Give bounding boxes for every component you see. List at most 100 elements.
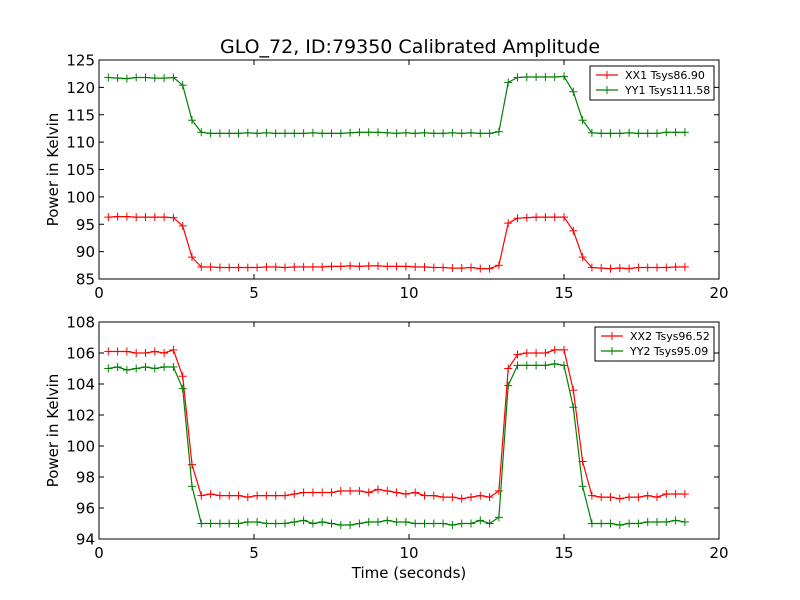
x-tick-label: 5 [249,544,259,562]
data-point [327,262,336,271]
top-panel: 0 5 10 15 20 85 90 95 100 105 110 115 120 125 Power in… [44,52,729,303]
data-point [392,488,401,497]
y-tick-label: 94 [76,531,95,549]
data-point [485,264,494,273]
y-tick-label: 120 [66,79,95,97]
data-point [587,128,596,137]
data-point [625,128,634,137]
data-point [392,517,401,526]
data-point [606,519,615,528]
data-point [197,262,206,271]
legend-box [589,65,715,101]
data-point [569,226,578,235]
data-point [374,128,382,137]
data-point [113,362,122,371]
data-point [662,263,671,272]
data-point [132,349,141,357]
y-tick-label: 106 [66,345,95,363]
chart-title: GLO_72, ID:79350 Calibrated Amplitude [220,36,600,58]
y-tick-label: 104 [66,376,95,394]
data-point [299,129,308,138]
bottom-panel: 0 5 10 15 20 94 96 98 100 102 104 106 108 Power in Ke… [44,314,729,583]
data-point [141,362,150,371]
data-point [597,129,606,138]
data-point [327,488,336,497]
y-tick-label: 100 [66,188,95,206]
data-point [587,519,596,528]
data-point [225,491,234,500]
data-point [132,73,141,82]
series-line-3 [108,349,685,500]
data-point [550,213,559,222]
data-point [532,361,541,370]
data-point [615,129,624,138]
data-point [150,347,159,356]
data-point [541,349,550,357]
data-point [532,72,541,81]
data-point [234,129,243,138]
data-point [308,519,317,528]
data-point [271,129,280,138]
data-point [429,491,438,500]
data-point [550,72,559,81]
data-point [104,364,113,373]
data-point [504,381,513,390]
data-point [215,491,224,500]
data-point [308,488,317,497]
data-point [132,213,141,222]
data-point [504,364,513,373]
legend: XX2 Tsys96.52 YY2 Tsys95.09 [594,326,715,362]
data-point [160,349,169,357]
data-point [290,490,299,499]
data-point [606,129,615,138]
data-point [188,116,196,125]
data-point [569,87,578,96]
data-point [318,488,327,497]
data-point [346,486,355,495]
data-point [299,488,308,497]
data-point [606,264,615,273]
data-point [206,129,215,138]
data-point [392,262,401,271]
legend: XX1 Tsys86.90 YY1 Tsys111.58 [589,65,715,101]
data-point [653,129,661,138]
data-point [318,262,327,271]
data-point [346,261,355,270]
data-point [634,519,643,528]
data-point [429,129,438,138]
data-point [457,129,466,138]
data-point [225,263,234,272]
data-point [225,519,234,528]
data-point [374,485,382,494]
data-point [625,264,634,273]
data-point [122,366,131,375]
data-point [494,486,503,495]
data-point [169,345,178,354]
data-point [411,488,420,497]
data-point [215,263,224,272]
data-point [122,347,131,356]
data-point [541,361,550,370]
data-point [560,72,568,81]
data-point [364,128,373,137]
data-point [476,491,485,500]
data-point [615,521,624,530]
data-point [439,263,448,272]
data-point [411,519,420,528]
data-point [643,129,652,138]
data-point [522,72,531,81]
data-point [122,212,131,221]
data-point [494,513,503,522]
data-point [197,519,206,528]
data-point [336,521,345,530]
data-point [104,73,113,82]
y-tick-label: 105 [66,161,95,179]
data-point [281,263,289,272]
data-point [383,128,392,137]
legend-box [594,326,715,362]
data-point [234,263,243,272]
legend-label: XX1 Tsys86.90 [625,69,705,82]
y-tick-label: 115 [66,106,95,124]
data-point [532,213,541,222]
data-point [299,516,308,525]
